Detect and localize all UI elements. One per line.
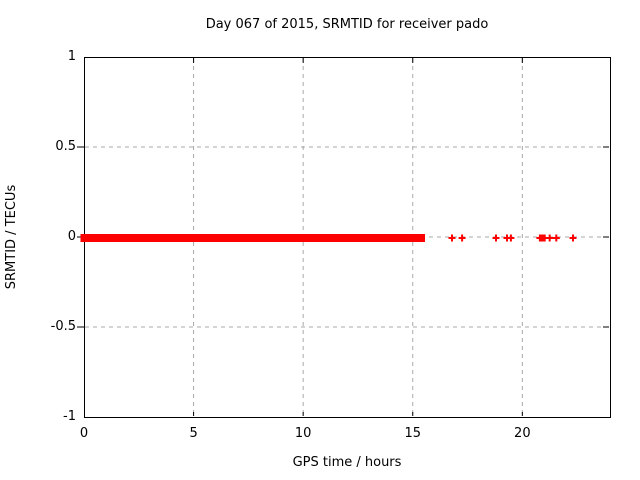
y-tick-label: 1: [67, 49, 76, 64]
y-tick-label: 0: [67, 229, 76, 244]
x-tick-label: 20: [514, 426, 531, 441]
y-tick-label: -1: [63, 409, 76, 424]
x-axis-label: GPS time / hours: [292, 455, 402, 470]
y-tick-label: -0.5: [50, 319, 76, 334]
x-tick-label: 5: [189, 426, 198, 441]
x-tick-label: 15: [404, 426, 422, 441]
data-point-markers: [448, 234, 577, 242]
x-tick-label: 0: [79, 426, 89, 441]
chart-title: Day 067 of 2015, SRMTID for receiver pad…: [205, 17, 489, 32]
y-tick-label: 0.5: [55, 139, 76, 154]
x-tick-label: 10: [294, 426, 312, 441]
dense-data-band: [80, 234, 426, 242]
